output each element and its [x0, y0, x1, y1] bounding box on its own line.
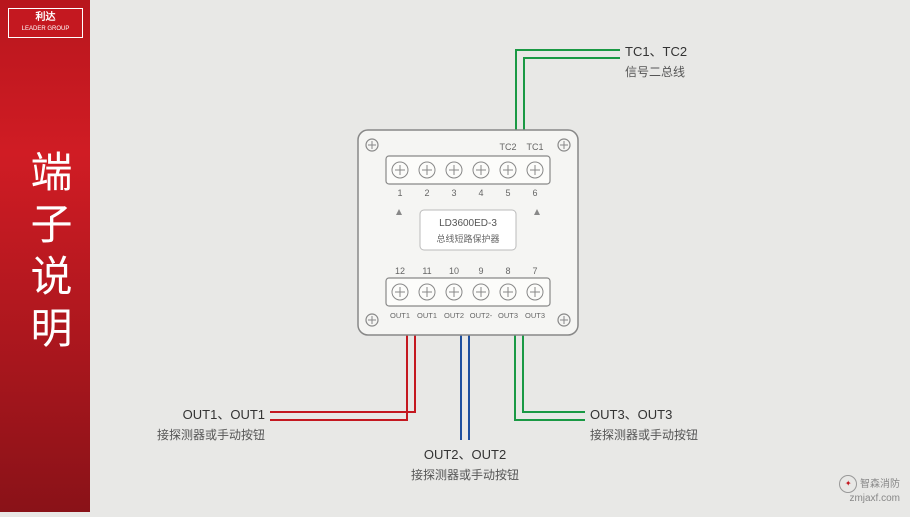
out-label: OUT3 — [525, 311, 545, 320]
out-label: OUT1 — [417, 311, 437, 320]
logo-text: 利达 — [36, 12, 56, 23]
marker-tc2: TC2 — [499, 142, 516, 152]
out-label: OUT3 — [498, 311, 518, 320]
out-label: OUT2 — [444, 311, 464, 320]
diagram-area: 1 2 3 4 5 6 TC2 TC1 LD3600ED-3 总线短路保护器 1… — [90, 0, 910, 512]
terminal-num: 5 — [505, 188, 510, 198]
top-terminal-block — [386, 156, 550, 184]
label-tc: TC1、TC2 信号二总线 — [625, 42, 687, 81]
terminal-num: 2 — [424, 188, 429, 198]
sidebar: 利达 LEADER GROUP 端子说明 — [0, 0, 90, 512]
terminal-num: 10 — [449, 266, 459, 276]
out-label: OUT1 — [390, 311, 410, 320]
terminal-num: 8 — [505, 266, 510, 276]
terminal-num: 4 — [478, 188, 483, 198]
watermark-icon: ✦ — [839, 475, 857, 493]
terminal-num: 7 — [532, 266, 537, 276]
watermark-url: zmjaxf.com — [849, 493, 900, 504]
label-out3: OUT3、OUT3 接探测器或手动按钮 — [590, 405, 698, 444]
out-label: OUT2- — [470, 311, 493, 320]
watermark-brand: 智森消防 — [860, 479, 900, 490]
marker-tc1: TC1 — [526, 142, 543, 152]
terminal-num: 11 — [422, 266, 431, 276]
device-desc: 总线短路保护器 — [436, 233, 499, 244]
terminal-num: 9 — [478, 266, 483, 276]
logo-subtext: LEADER GROUP — [22, 26, 70, 32]
watermark: ✦ 智森消防 zmjaxf.com — [839, 475, 900, 504]
device-model: LD3600ED-3 — [439, 218, 497, 229]
brand-logo: 利达 LEADER GROUP — [8, 8, 83, 38]
bottom-terminal-block — [386, 278, 550, 306]
label-out1: OUT1、OUT1 接探测器或手动按钮 — [150, 405, 265, 444]
label-out2: OUT2、OUT2 接探测器或手动按钮 — [405, 445, 525, 484]
terminal-num: 6 — [532, 188, 537, 198]
page-title: 端子说明 — [18, 150, 79, 358]
terminal-num: 12 — [395, 266, 405, 276]
terminal-num: 1 — [397, 188, 402, 198]
device-label-box — [420, 210, 516, 250]
terminal-num: 3 — [451, 188, 456, 198]
